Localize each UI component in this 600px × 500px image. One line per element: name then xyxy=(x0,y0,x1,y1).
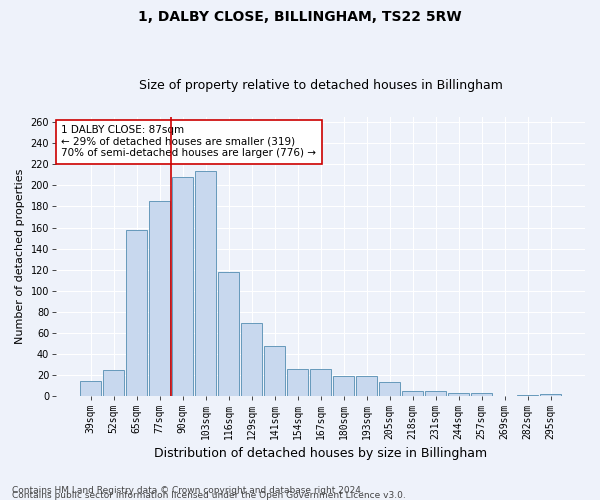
Bar xyxy=(195,170,216,396)
Bar xyxy=(149,201,170,396)
Bar xyxy=(241,322,262,396)
Text: 1 DALBY CLOSE: 87sqm
← 29% of detached houses are smaller (319)
70% of semi-deta: 1 DALBY CLOSE: 87sqm ← 29% of detached h… xyxy=(61,125,316,158)
Bar xyxy=(80,380,101,396)
Bar xyxy=(448,394,469,396)
Bar xyxy=(172,177,193,396)
Y-axis label: Number of detached properties: Number of detached properties xyxy=(15,169,25,344)
Bar xyxy=(425,391,446,396)
Bar xyxy=(264,346,285,397)
Bar xyxy=(126,230,147,396)
Bar xyxy=(471,394,492,396)
Bar xyxy=(310,369,331,396)
Bar xyxy=(287,369,308,396)
Text: 1, DALBY CLOSE, BILLINGHAM, TS22 5RW: 1, DALBY CLOSE, BILLINGHAM, TS22 5RW xyxy=(138,10,462,24)
Text: Contains public sector information licensed under the Open Government Licence v3: Contains public sector information licen… xyxy=(12,491,406,500)
X-axis label: Distribution of detached houses by size in Billingham: Distribution of detached houses by size … xyxy=(154,447,487,460)
Bar xyxy=(356,376,377,396)
Title: Size of property relative to detached houses in Billingham: Size of property relative to detached ho… xyxy=(139,79,503,92)
Bar xyxy=(103,370,124,396)
Text: Contains HM Land Registry data © Crown copyright and database right 2024.: Contains HM Land Registry data © Crown c… xyxy=(12,486,364,495)
Bar xyxy=(379,382,400,396)
Bar xyxy=(540,394,561,396)
Bar xyxy=(218,272,239,396)
Bar xyxy=(333,376,354,396)
Bar xyxy=(402,391,423,396)
